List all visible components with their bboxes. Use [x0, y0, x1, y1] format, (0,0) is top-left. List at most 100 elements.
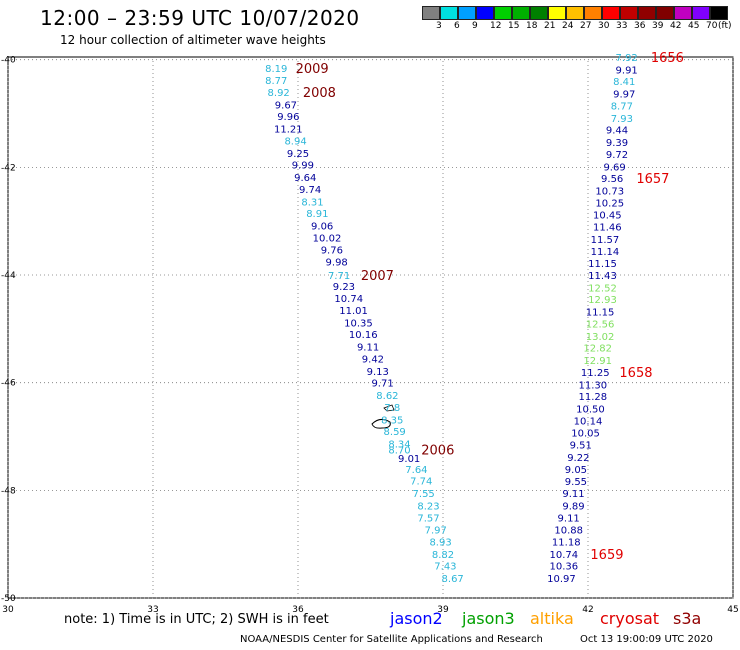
legend-label: 27	[580, 21, 592, 31]
lat-tick-label: -46	[1, 379, 16, 389]
wave-height-value: 9.67	[275, 100, 297, 111]
legend-swatch	[584, 6, 602, 20]
wave-height-value: 12.52	[588, 283, 617, 294]
legend-swatch	[494, 6, 512, 20]
lon-tick-label: 45	[727, 605, 738, 615]
wave-height-value: 10.14	[574, 416, 603, 427]
pass-time-label: 2007	[361, 269, 394, 284]
map-subtitle: 12 hour collection of altimeter wave hei…	[60, 33, 326, 47]
legend-label: 9	[472, 21, 478, 31]
wave-height-value: 9.98	[326, 258, 348, 269]
wave-height-value: 9.11	[357, 343, 379, 354]
wave-height-value: 11.01	[339, 306, 368, 317]
legend-swatch	[566, 6, 584, 20]
wave-height-value: 9.22	[567, 453, 589, 464]
pass-time-label: 2008	[303, 86, 336, 101]
legend-label: 33	[616, 21, 628, 31]
wave-height-value: 8.67	[442, 574, 464, 585]
legend-label: 45	[688, 21, 700, 31]
wave-height-value: 8.92	[268, 88, 290, 99]
wave-height-value: 9.69	[603, 162, 625, 173]
wave-height-value: 9.11	[562, 489, 584, 500]
wave-height-value: 7.64	[405, 465, 427, 476]
wave-height-value: 10.50	[576, 405, 605, 416]
wave-height-value: 9.96	[277, 112, 299, 123]
wave-height-value: 11.15	[586, 308, 615, 319]
pass-time-label: 1656	[651, 51, 684, 66]
wave-height-value: 7.55	[413, 489, 435, 500]
wave-height-value: 12.93	[588, 295, 617, 306]
legend-label: 21	[544, 21, 556, 31]
wave-height-value: 9.44	[606, 126, 628, 137]
satellite-altika-label: altika	[530, 609, 574, 628]
wave-height-value: 7.93	[611, 114, 633, 125]
island-outline	[383, 404, 395, 412]
wave-height-value: 11.14	[591, 247, 620, 258]
wave-height-value: 10.36	[550, 562, 579, 573]
wave-height-value: 9.74	[299, 185, 321, 196]
legend-label: 18	[526, 21, 538, 31]
wave-height-value: 10.74	[334, 294, 363, 305]
wave-height-value: 9.99	[292, 161, 314, 172]
wave-height-value: 8.35	[381, 415, 403, 426]
legend-swatch	[530, 6, 548, 20]
wave-height-value: 7.74	[410, 477, 432, 488]
wave-height-value: 11.18	[552, 537, 581, 548]
wave-height-value: 9.91	[616, 65, 638, 76]
wave-height-value: 9.25	[287, 149, 309, 160]
pass-time-label: 2006	[421, 443, 454, 458]
pass-time-label: 1657	[636, 172, 669, 187]
legend-label: 3	[436, 21, 442, 31]
wave-height-value: 8.59	[384, 427, 406, 438]
wave-height-value: 10.97	[547, 574, 576, 585]
wave-height-value: 7.92	[616, 53, 638, 64]
wave-height-value: 9.01	[398, 454, 420, 465]
lat-tick-label: -40	[1, 56, 16, 66]
satellite-jason2-label: jason2	[390, 609, 443, 628]
lon-tick-label: 30	[2, 605, 14, 615]
wave-height-value: 11.43	[588, 271, 617, 282]
wave-height-value: 9.05	[565, 465, 587, 476]
wave-height-value: 9.56	[601, 174, 623, 185]
legend-label: (ft)	[718, 21, 732, 31]
wave-height-value: 11.30	[579, 380, 608, 391]
wave-height-value: 9.64	[294, 173, 316, 184]
satellite-cryosat-label: cryosat	[600, 609, 660, 628]
legend-swatch	[656, 6, 674, 20]
wave-height-value: 9.13	[367, 367, 389, 378]
wave-height-value: 8.94	[284, 136, 306, 147]
wave-height-value: 9.23	[333, 282, 355, 293]
wave-height-value: 8.91	[306, 209, 328, 220]
wave-height-value: 9.11	[558, 513, 580, 524]
lat-tick-label: -44	[1, 271, 16, 281]
wave-height-value: 10.05	[571, 429, 600, 440]
wave-height-value: 11.57	[591, 235, 620, 246]
wave-height-value: 7.43	[434, 562, 456, 573]
lon-tick-label: 42	[582, 605, 593, 615]
legend-swatch	[674, 6, 692, 20]
legend-label: 42	[670, 21, 682, 31]
wave-height-value: 8.77	[265, 76, 287, 87]
wave-height-value: 9.51	[570, 441, 592, 452]
wave-height-value: 8.41	[613, 77, 635, 88]
wave-height-value: 8.93	[429, 537, 451, 548]
wave-height-value: 8.82	[432, 550, 454, 561]
wave-height-value: 7.8	[384, 403, 400, 414]
wave-height-value: 13.02	[586, 332, 615, 343]
wave-height-value: 12.91	[583, 356, 612, 367]
wave-height-value: 10.02	[313, 233, 342, 244]
legend-label: 39	[652, 21, 664, 31]
lat-tick-label: -42	[1, 163, 16, 173]
legend-swatch	[440, 6, 458, 20]
pass-time-label: 1658	[619, 366, 652, 381]
generation-timestamp: Oct 13 19:00:09 UTC 2020	[580, 634, 713, 645]
wave-height-value: 8.34	[388, 440, 410, 451]
wave-height-value: 8.62	[376, 391, 398, 402]
legend-swatch	[512, 6, 530, 20]
map-frame	[7, 56, 734, 599]
wave-height-value: 12.82	[583, 344, 612, 355]
wave-height-value: 10.45	[593, 211, 622, 222]
legend-label: 70	[706, 21, 718, 31]
island-outline	[371, 418, 391, 429]
